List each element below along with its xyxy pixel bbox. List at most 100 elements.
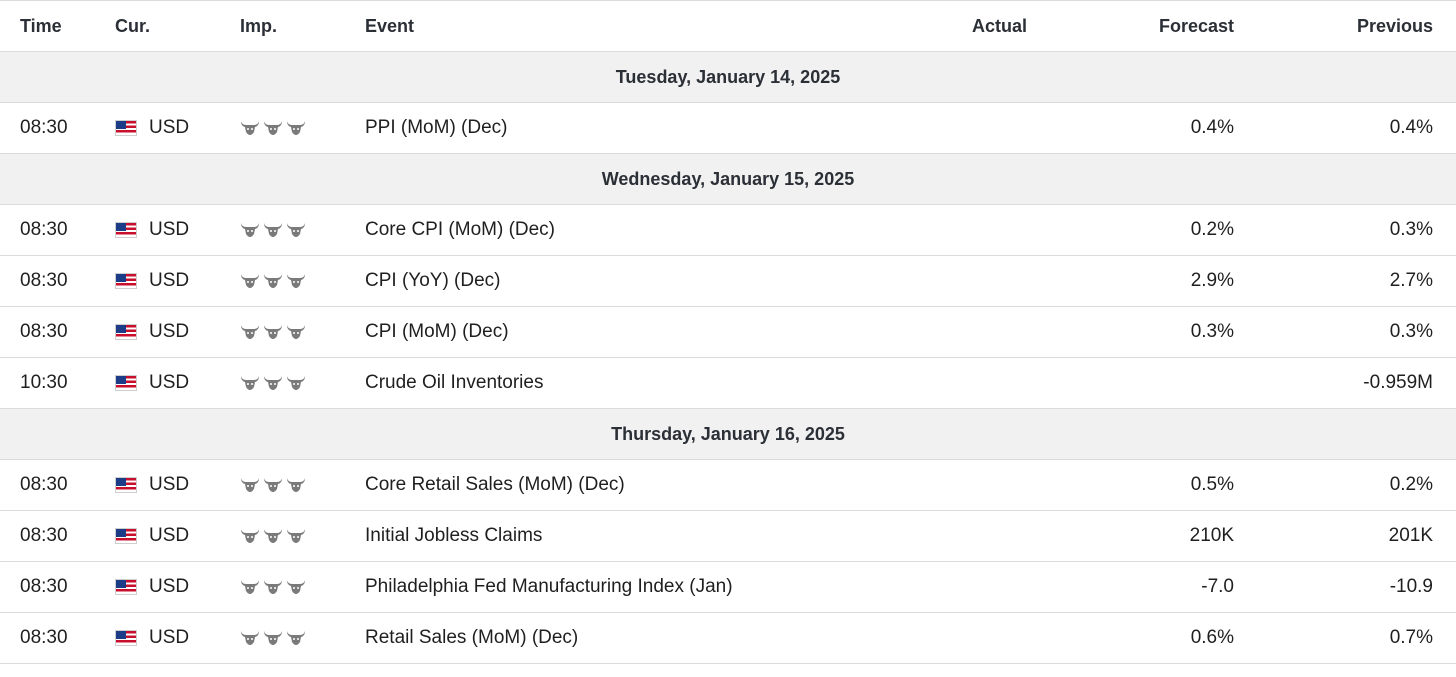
currency-code: USD [149,321,190,342]
date-group-header: Thursday, January 16, 2025 [0,409,1456,460]
bull-icon [286,120,306,136]
event-previous: -0.959M [1363,372,1433,393]
event-importance [240,579,365,595]
us-flag-icon [115,477,137,493]
event-previous: 0.7% [1389,627,1433,648]
event-importance [240,273,365,289]
date-group-header: Tuesday, January 14, 2025 [0,52,1456,103]
event-currency: USD [115,525,240,547]
us-flag-icon [115,120,137,136]
event-currency: USD [115,627,240,649]
event-name: Initial Jobless Claims [365,525,543,546]
event-importance [240,324,365,340]
event-time: 08:30 [20,576,68,597]
event-forecast: 0.3% [1190,321,1234,342]
bull-icon [263,375,283,391]
event-forecast: 2.9% [1190,270,1234,291]
table-row[interactable]: 08:30 USD Core CPI (MoM) (Dec) 0.2% 0.3% [0,205,1456,256]
event-name: Core CPI (MoM) (Dec) [365,219,556,240]
bull-icon [263,579,283,595]
bull-icon [286,273,306,289]
us-flag-icon [115,579,137,595]
currency-code: USD [149,219,190,240]
event-currency: USD [115,576,240,598]
bull-icon [286,579,306,595]
event-name: CPI (YoY) (Dec) [365,270,501,291]
event-name: PPI (MoM) (Dec) [365,117,508,138]
bull-icon [286,630,306,646]
event-time: 08:30 [20,474,68,495]
event-forecast: 210K [1189,525,1234,546]
bull-icon [240,579,260,595]
bull-icon [240,273,260,289]
table-row[interactable]: 08:30 USD Core Retail Sales (MoM) (Dec) 0.5… [0,460,1456,511]
table-row[interactable]: 08:30 USD Initial Jobless Claims 210K 201K [0,511,1456,562]
event-importance [240,222,365,238]
bull-icon [286,222,306,238]
us-flag-icon [115,528,137,544]
col-header-time[interactable]: Time [20,15,62,36]
event-name: CPI (MoM) (Dec) [365,321,509,342]
event-time: 08:30 [20,117,68,138]
event-previous: 0.4% [1389,117,1433,138]
bull-icon [263,273,283,289]
bull-icon [286,528,306,544]
bull-icon [286,324,306,340]
event-time: 08:30 [20,525,68,546]
bull-icon [240,120,260,136]
table-row[interactable]: 10:30 USD Crude Oil Inventories -0.959M [0,358,1456,409]
bull-icon [240,528,260,544]
table-row[interactable]: 08:30 USD CPI (MoM) (Dec) 0.3% 0.3% [0,307,1456,358]
event-importance [240,630,365,646]
event-currency: USD [115,219,240,241]
col-header-importance[interactable]: Imp. [240,15,278,36]
bull-icon [240,324,260,340]
us-flag-icon [115,273,137,289]
event-forecast: 0.6% [1190,627,1234,648]
event-previous: 0.3% [1389,219,1433,240]
event-previous: -10.9 [1389,576,1433,597]
event-time: 10:30 [20,372,68,393]
currency-code: USD [149,372,190,393]
col-header-event[interactable]: Event [365,15,415,36]
table-body: Tuesday, January 14, 2025 08:30 USD PPI (Mo… [0,52,1456,664]
currency-code: USD [149,474,190,495]
event-importance [240,477,365,493]
col-header-currency[interactable]: Cur. [115,15,151,36]
event-currency: USD [115,372,240,394]
event-name: Philadelphia Fed Manufacturing Index (Ja… [365,576,733,597]
table-row[interactable]: 08:30 USD Philadelphia Fed Manufacturing I… [0,562,1456,613]
currency-code: USD [149,576,190,597]
event-forecast: -7.0 [1201,576,1234,597]
currency-code: USD [149,270,190,291]
event-previous: 0.3% [1389,321,1433,342]
col-header-actual[interactable]: Actual [971,15,1027,36]
bull-icon [263,528,283,544]
table-row[interactable]: 08:30 USD Retail Sales (MoM) (Dec) 0.6% 0.7% [0,613,1456,664]
currency-code: USD [149,627,190,648]
bull-icon [240,477,260,493]
col-header-forecast[interactable]: Forecast [1158,15,1234,36]
event-currency: USD [115,474,240,496]
table-row[interactable]: 08:30 USD CPI (YoY) (Dec) 2.9% 2.7% [0,256,1456,307]
table-row[interactable]: 08:30 USD PPI (MoM) (Dec) 0.4% 0.4% [0,103,1456,154]
event-previous: 0.2% [1389,474,1433,495]
date-label: Wednesday, January 15, 2025 [601,168,855,189]
event-time: 08:30 [20,321,68,342]
event-previous: 201K [1388,525,1433,546]
bull-icon [286,477,306,493]
bull-icon [263,222,283,238]
event-name: Crude Oil Inventories [365,372,544,393]
col-header-previous[interactable]: Previous [1356,15,1433,36]
event-time: 08:30 [20,219,68,240]
event-name: Core Retail Sales (MoM) (Dec) [365,474,625,495]
event-importance [240,120,365,136]
bull-icon [263,324,283,340]
currency-code: USD [149,525,190,546]
event-importance [240,528,365,544]
event-currency: USD [115,321,240,343]
event-importance [240,375,365,391]
event-time: 08:30 [20,270,68,291]
table-header: Time Cur. Imp. Event Actual Forecast Pre… [0,1,1456,52]
event-time: 08:30 [20,627,68,648]
